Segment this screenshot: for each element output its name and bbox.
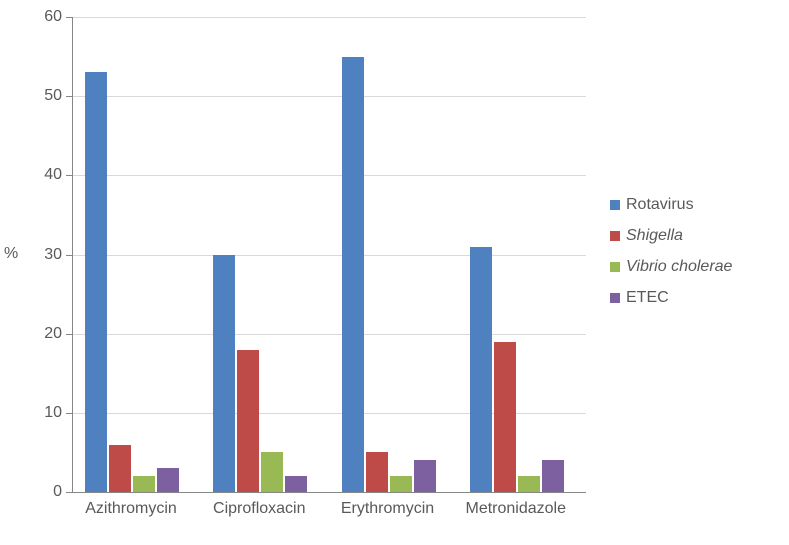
bar-rotavirus-azithromycin	[85, 72, 107, 492]
bar-shigella-ciprofloxacin	[237, 350, 259, 493]
legend-entry: ETEC	[610, 289, 732, 307]
legend-swatch	[610, 293, 620, 303]
bar-etec-azithromycin	[157, 468, 179, 492]
bar-vibrio-cholerae-metronidazole	[518, 476, 540, 492]
bars-layer	[73, 17, 586, 492]
y-axis-title: %	[4, 245, 18, 263]
bar-etec-ciprofloxacin	[285, 476, 307, 492]
ytick-label: 30	[20, 246, 62, 264]
bar-etec-metronidazole	[542, 460, 564, 492]
legend-entry: Vibrio cholerae	[610, 258, 732, 276]
bar-shigella-erythromycin	[366, 452, 388, 492]
bar-rotavirus-erythromycin	[342, 57, 364, 492]
bar-rotavirus-metronidazole	[470, 247, 492, 492]
ytick-label: 50	[20, 87, 62, 105]
bar-shigella-metronidazole	[494, 342, 516, 492]
ytick-label: 0	[20, 483, 62, 501]
legend-entry: Shigella	[610, 227, 732, 245]
x-category-label: Erythromycin	[341, 500, 434, 518]
bar-rotavirus-ciprofloxacin	[213, 255, 235, 493]
ytick-label: 10	[20, 404, 62, 422]
bar-vibrio-cholerae-erythromycin	[390, 476, 412, 492]
legend-swatch	[610, 262, 620, 272]
legend: Rotavirus Shigella Vibrio cholerae ETEC	[610, 196, 732, 320]
legend-label: Vibrio cholerae	[626, 258, 732, 276]
plot-area	[72, 17, 586, 493]
bar-vibrio-cholerae-azithromycin	[133, 476, 155, 492]
x-category-label: Ciprofloxacin	[213, 500, 305, 518]
x-category-label: Metronidazole	[466, 500, 567, 518]
bar-vibrio-cholerae-ciprofloxacin	[261, 452, 283, 492]
bar-shigella-azithromycin	[109, 445, 131, 493]
ytick-label: 40	[20, 166, 62, 184]
legend-label: Shigella	[626, 227, 683, 245]
legend-label: Rotavirus	[626, 196, 694, 214]
legend-swatch	[610, 231, 620, 241]
ytick-label: 60	[20, 8, 62, 26]
bar-chart: % 0 10 20 30 40 50 60 Azithromycin Ciprofloxaci…	[0, 0, 789, 545]
x-category-label: Azithromycin	[85, 500, 177, 518]
legend-entry: Rotavirus	[610, 196, 732, 214]
legend-swatch	[610, 200, 620, 210]
legend-label: ETEC	[626, 289, 669, 307]
ytick-label: 20	[20, 325, 62, 343]
bar-etec-erythromycin	[414, 460, 436, 492]
